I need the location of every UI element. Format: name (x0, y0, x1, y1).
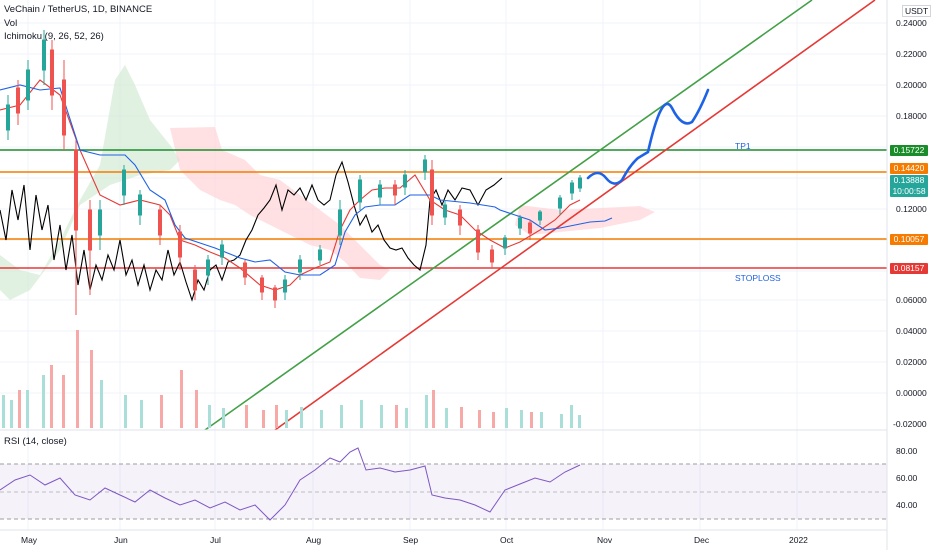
volume-bars (2, 330, 581, 428)
channel-upper-line[interactable] (204, 0, 813, 431)
rsi-tick: 80.00 (896, 446, 918, 456)
price-tick: 0.22000 (896, 49, 927, 59)
price-tick: -0.02000 (893, 419, 927, 429)
kijun-sen (0, 79, 581, 291)
rsi-line (0, 447, 581, 521)
time-tick: Sep (403, 535, 418, 545)
tp1-label: TP1 (735, 141, 751, 151)
chikou-span (0, 160, 503, 302)
rsi-legend[interactable]: RSI (14, close) (4, 436, 67, 447)
time-tick: Jul (210, 535, 221, 545)
ichimoku-cloud-green (0, 65, 180, 300)
stoploss-label: STOPLOSS (735, 273, 781, 283)
time-tick: Oct (500, 535, 514, 545)
support-price-badge: 0.10057 (890, 234, 928, 245)
volume-legend[interactable]: Vol (4, 18, 18, 29)
price-tick: 0.12000 (896, 204, 927, 214)
channel-lower-line[interactable] (274, 0, 876, 431)
price-tick: 0.02000 (896, 357, 927, 367)
tp1-price-badge: 0.15722 (890, 145, 928, 156)
current-price-badge: 0.13888 10:00:58 (890, 175, 928, 197)
time-axis: May Jun Jul Aug Sep Oct Nov Dec 2022 (21, 535, 808, 545)
time-tick: Nov (597, 535, 613, 545)
stoploss-price-badge: 0.08157 (890, 263, 928, 274)
rsi-tick: 60.00 (896, 473, 918, 483)
time-tick: May (21, 535, 38, 545)
current-price: 0.13888 (893, 175, 925, 185)
price-tick: 0.00000 (896, 388, 927, 398)
time-tick: 2022 (789, 535, 808, 545)
price-tick: 0.20000 (896, 80, 927, 90)
rsi-tick: 40.00 (896, 500, 918, 510)
time-tick: Dec (694, 535, 710, 545)
price-grid (0, 0, 887, 530)
price-tick: 0.04000 (896, 326, 927, 336)
bar-countdown: 10:00:58 (892, 186, 926, 196)
price-tick: 0.06000 (896, 295, 927, 305)
price-candles[interactable] (6, 30, 582, 315)
ichimoku-cloud-red-2 (515, 205, 655, 235)
projection-path[interactable] (586, 88, 710, 185)
time-tick: Aug (306, 535, 321, 545)
symbol-title[interactable]: VeChain / TetherUS, 1D, BINANCE (4, 4, 153, 15)
ichimoku-legend[interactable]: Ichimoku (9, 26, 52, 26) (4, 31, 104, 42)
rsi-axis: 80.00 60.00 40.00 (896, 446, 918, 510)
price-tick: 0.18000 (896, 111, 927, 121)
price-tick: 0.24000 (896, 18, 927, 28)
currency-badge[interactable]: USDT (902, 5, 932, 17)
resistance-price-badge: 0.14420 (890, 163, 928, 174)
price-axis: 0.24000 0.22000 0.20000 0.18000 0.12000 … (893, 18, 927, 429)
time-tick: Jun (114, 535, 128, 545)
